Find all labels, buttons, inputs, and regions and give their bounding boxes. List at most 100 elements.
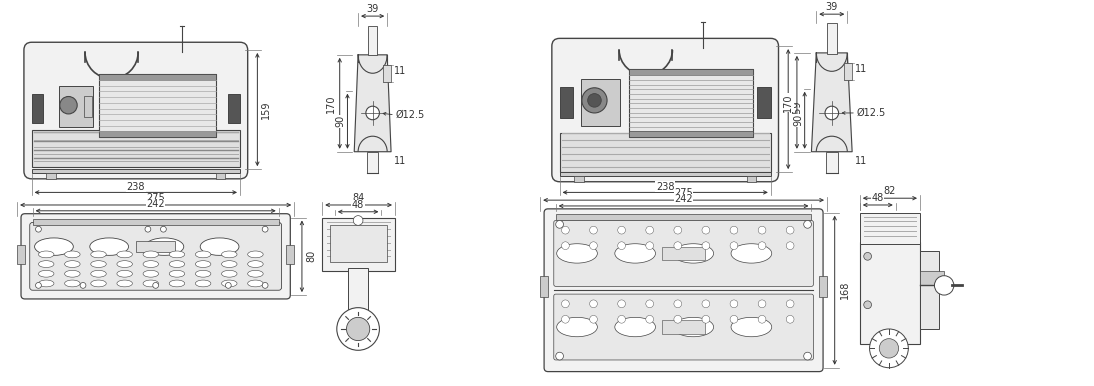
FancyBboxPatch shape bbox=[551, 38, 779, 182]
Bar bbox=[581, 79, 619, 125]
Circle shape bbox=[864, 252, 872, 260]
Text: 11: 11 bbox=[394, 66, 406, 76]
Ellipse shape bbox=[143, 280, 159, 287]
Circle shape bbox=[153, 283, 159, 288]
Bar bbox=[368, 26, 377, 55]
Ellipse shape bbox=[38, 261, 54, 267]
Text: 242: 242 bbox=[674, 194, 693, 204]
Bar bbox=[137, 241, 175, 252]
Circle shape bbox=[60, 96, 78, 114]
Bar bbox=[100, 74, 216, 80]
Circle shape bbox=[161, 226, 166, 232]
Ellipse shape bbox=[247, 261, 264, 267]
Bar bbox=[32, 169, 240, 173]
Ellipse shape bbox=[615, 244, 655, 263]
Circle shape bbox=[590, 300, 597, 308]
Circle shape bbox=[263, 226, 268, 232]
Ellipse shape bbox=[731, 317, 771, 337]
Text: 39: 39 bbox=[826, 2, 838, 12]
Ellipse shape bbox=[90, 238, 128, 256]
Ellipse shape bbox=[221, 251, 237, 258]
FancyBboxPatch shape bbox=[21, 214, 290, 299]
Bar bbox=[216, 173, 225, 179]
Circle shape bbox=[934, 276, 954, 295]
Circle shape bbox=[702, 242, 710, 249]
Circle shape bbox=[263, 283, 268, 288]
Text: 48: 48 bbox=[872, 193, 884, 203]
Bar bbox=[860, 242, 920, 344]
FancyBboxPatch shape bbox=[24, 42, 247, 179]
Ellipse shape bbox=[38, 270, 54, 277]
Bar bbox=[556, 214, 812, 220]
Polygon shape bbox=[812, 53, 852, 152]
Ellipse shape bbox=[200, 238, 238, 256]
Ellipse shape bbox=[117, 261, 132, 267]
Bar bbox=[860, 213, 920, 244]
Ellipse shape bbox=[221, 270, 237, 277]
Circle shape bbox=[556, 220, 563, 228]
Circle shape bbox=[730, 300, 737, 308]
Circle shape bbox=[864, 301, 872, 309]
Ellipse shape bbox=[91, 251, 106, 258]
Text: 275: 275 bbox=[674, 188, 693, 198]
Circle shape bbox=[337, 308, 380, 350]
Circle shape bbox=[645, 242, 653, 249]
Text: 242: 242 bbox=[147, 199, 165, 209]
Bar bbox=[287, 245, 294, 264]
Circle shape bbox=[561, 242, 569, 249]
FancyBboxPatch shape bbox=[554, 294, 813, 360]
Circle shape bbox=[556, 352, 563, 360]
Circle shape bbox=[787, 315, 794, 323]
Ellipse shape bbox=[196, 261, 211, 267]
Text: 48: 48 bbox=[352, 200, 364, 210]
Bar bbox=[100, 131, 216, 137]
Polygon shape bbox=[354, 55, 391, 152]
Ellipse shape bbox=[196, 251, 211, 258]
Ellipse shape bbox=[65, 280, 80, 287]
Ellipse shape bbox=[65, 270, 80, 277]
Circle shape bbox=[561, 315, 569, 323]
Circle shape bbox=[702, 226, 710, 234]
Bar bbox=[662, 247, 705, 260]
Circle shape bbox=[730, 226, 737, 234]
Text: 82: 82 bbox=[884, 186, 896, 196]
Ellipse shape bbox=[117, 270, 132, 277]
Bar bbox=[323, 218, 395, 271]
Circle shape bbox=[618, 315, 626, 323]
Circle shape bbox=[674, 242, 682, 249]
Circle shape bbox=[618, 242, 626, 249]
Ellipse shape bbox=[557, 244, 597, 263]
Circle shape bbox=[702, 300, 710, 308]
Ellipse shape bbox=[143, 270, 159, 277]
FancyBboxPatch shape bbox=[30, 222, 281, 290]
Circle shape bbox=[590, 242, 597, 249]
Text: 11: 11 bbox=[394, 156, 406, 166]
Circle shape bbox=[730, 315, 737, 323]
Bar bbox=[757, 87, 771, 118]
Circle shape bbox=[758, 242, 766, 249]
Ellipse shape bbox=[143, 251, 159, 258]
Text: Ø12.5: Ø12.5 bbox=[396, 110, 426, 120]
Circle shape bbox=[225, 283, 231, 288]
Circle shape bbox=[645, 315, 653, 323]
Ellipse shape bbox=[170, 261, 185, 267]
Text: 90: 90 bbox=[793, 114, 803, 126]
Circle shape bbox=[582, 88, 607, 113]
Ellipse shape bbox=[196, 280, 211, 287]
Ellipse shape bbox=[38, 251, 54, 258]
Bar bbox=[32, 93, 44, 123]
Ellipse shape bbox=[146, 238, 184, 256]
Circle shape bbox=[702, 315, 710, 323]
Text: Ø12.5: Ø12.5 bbox=[857, 108, 886, 118]
Bar bbox=[827, 23, 837, 54]
Circle shape bbox=[80, 283, 86, 288]
Ellipse shape bbox=[247, 251, 264, 258]
Circle shape bbox=[590, 315, 597, 323]
Text: 84: 84 bbox=[352, 193, 364, 203]
Ellipse shape bbox=[196, 270, 211, 277]
Text: 159: 159 bbox=[792, 100, 802, 119]
Text: 238: 238 bbox=[656, 181, 674, 191]
Circle shape bbox=[365, 106, 380, 120]
Bar bbox=[100, 74, 216, 137]
Bar bbox=[84, 95, 92, 117]
